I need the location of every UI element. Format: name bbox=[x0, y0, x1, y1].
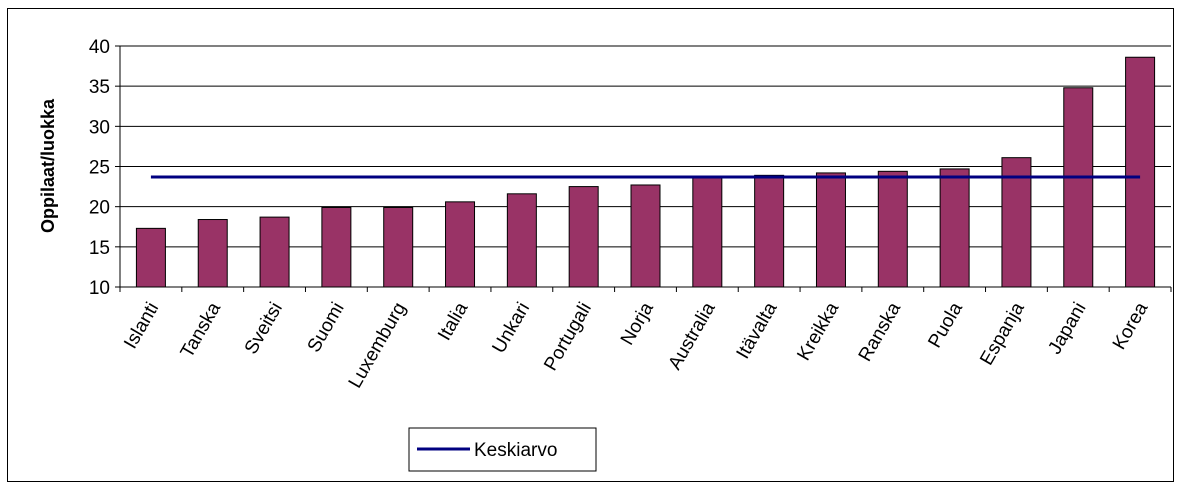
bar bbox=[506, 193, 537, 288]
bar bbox=[754, 174, 785, 288]
x-tick-label: Unkari bbox=[489, 299, 535, 357]
bar bbox=[135, 227, 166, 288]
bar bbox=[568, 186, 599, 288]
y-axis-label: Oppilaat/luokka bbox=[38, 98, 58, 233]
x-tick-label: Espanja bbox=[976, 299, 1029, 369]
bars bbox=[135, 56, 1156, 288]
bar bbox=[939, 168, 970, 288]
x-tick-label: Luxemburg bbox=[345, 299, 411, 392]
x-tick-label: Norja bbox=[617, 299, 658, 349]
bar bbox=[197, 219, 228, 288]
x-tick-label: Portugali bbox=[540, 299, 596, 374]
x-tick-label: Kreikka bbox=[793, 299, 843, 365]
x-tick-label: Australia bbox=[665, 299, 720, 374]
bar bbox=[1125, 56, 1156, 288]
bar bbox=[877, 170, 908, 288]
y-tick-label: 25 bbox=[89, 158, 110, 179]
bar bbox=[692, 177, 723, 288]
x-tick-label: Tanska bbox=[177, 299, 226, 362]
gridlines bbox=[120, 45, 1171, 248]
y-tick-labels: 10 15 20 25 30 35 40 bbox=[89, 37, 110, 299]
bar bbox=[1001, 157, 1032, 288]
y-tick-label: 10 bbox=[89, 278, 110, 299]
bar bbox=[630, 184, 661, 288]
y-tick-label: 15 bbox=[89, 238, 110, 259]
x-tick-label: Puola bbox=[924, 299, 967, 352]
x-tick-label: Sveitsi bbox=[241, 299, 287, 358]
x-tick-label: Italia bbox=[434, 299, 472, 345]
x-tick-label: Japani bbox=[1044, 299, 1090, 358]
y-tick-label: 35 bbox=[89, 77, 110, 98]
x-tick-label: Itävalta bbox=[733, 299, 782, 363]
y-tick-label: 40 bbox=[89, 37, 110, 58]
y-tick-label: 20 bbox=[89, 198, 110, 219]
bar bbox=[259, 216, 290, 288]
bar bbox=[321, 206, 352, 288]
x-tick-label: Suomi bbox=[304, 299, 349, 356]
x-tick-label: Islanti bbox=[120, 299, 163, 352]
bar bbox=[445, 201, 476, 288]
bar bbox=[815, 172, 846, 288]
bar bbox=[1063, 87, 1094, 288]
axes bbox=[115, 45, 1172, 292]
legend-label: Keskiarvo bbox=[474, 440, 557, 461]
x-tick-label: Korea bbox=[1109, 299, 1153, 354]
bar bbox=[383, 206, 414, 288]
legend: Keskiarvo bbox=[408, 427, 597, 472]
x-tick-label: Ranska bbox=[855, 299, 906, 366]
y-tick-label: 30 bbox=[89, 117, 110, 138]
